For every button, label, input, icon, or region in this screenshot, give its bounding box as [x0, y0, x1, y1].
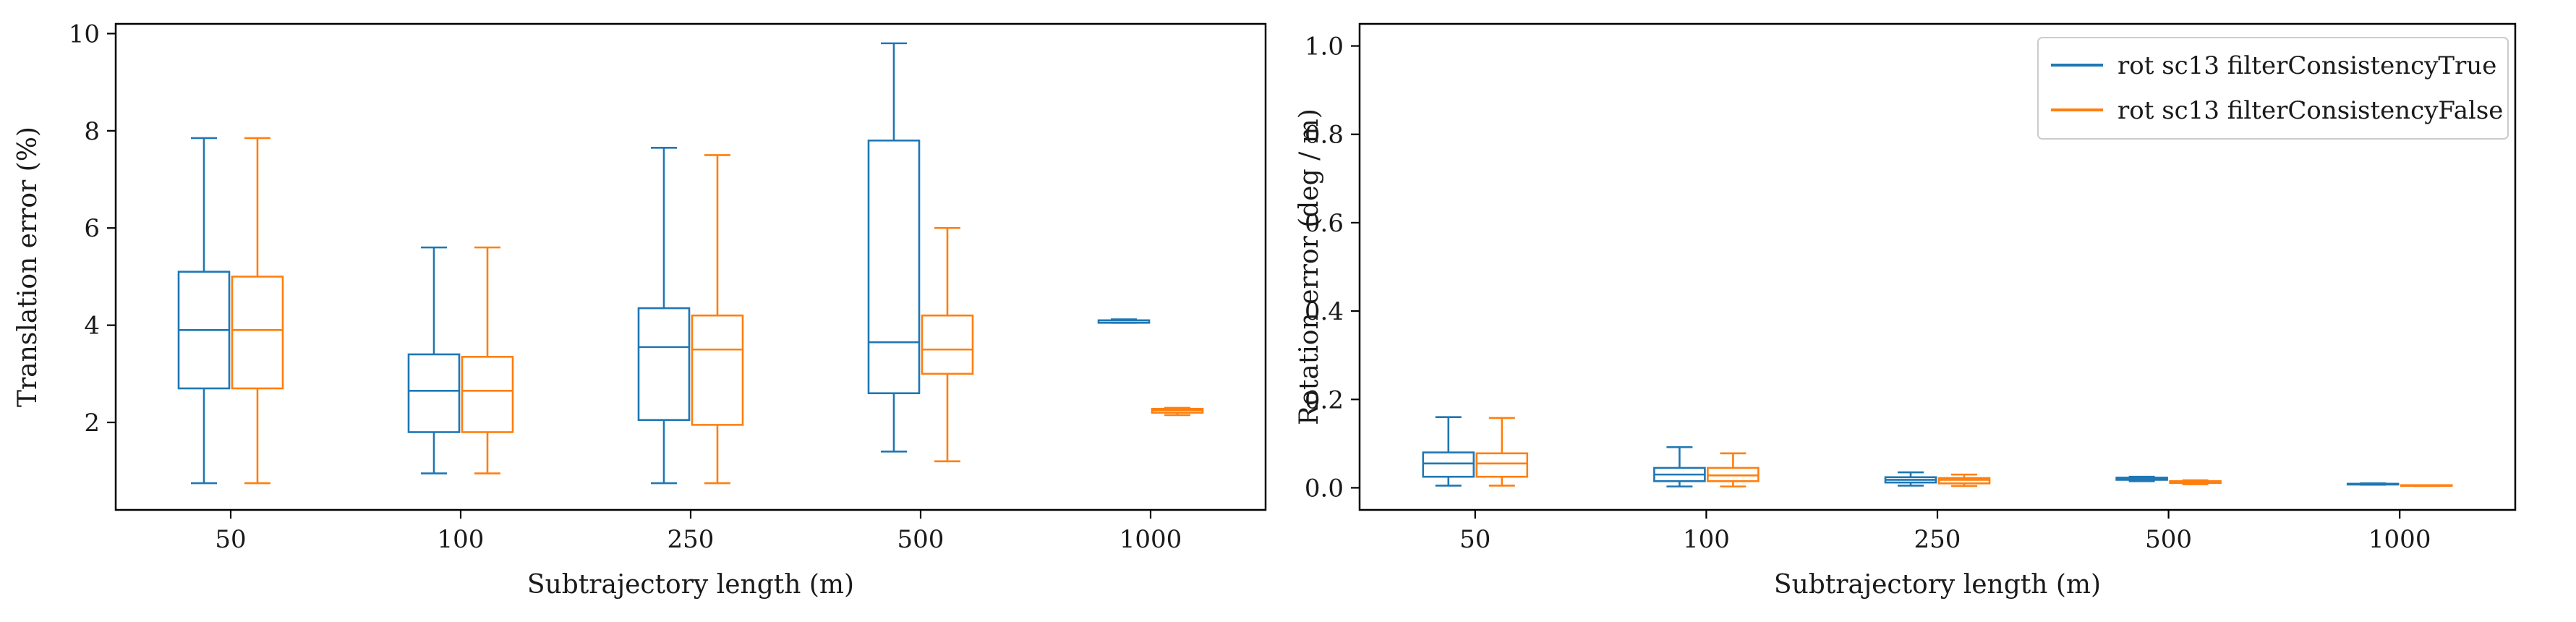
box-iqr — [921, 314, 974, 375]
legend-label: rot sc13 filterConsistencyFalse — [2117, 96, 2503, 125]
y-tick-label: 10 — [69, 20, 100, 48]
box-1f77b4-250 — [637, 147, 691, 485]
box-1f77b4-1000 — [1097, 318, 1151, 324]
box-iqr — [867, 139, 921, 395]
x-tick-label: 250 — [668, 525, 715, 554]
box-ff7f0e-100 — [1707, 452, 1760, 487]
rotation-error-panel: 0.0 0.2 0.4 0.6 0.8 1.0 50 100 250 500 1000 Subtraj… — [1295, 22, 2517, 600]
x-tick-label: 100 — [1683, 525, 1730, 554]
legend: rot sc13 filterConsistencyTrue rot sc13 f… — [2037, 37, 2509, 140]
x-tick-label: 50 — [215, 525, 246, 554]
x-axis-label: Subtrajectory length (m) — [1774, 570, 2101, 600]
y-tick-label: 2 — [84, 409, 100, 438]
x-tick-label: 1000 — [2368, 525, 2431, 554]
y-tick-label: 0.8 — [1305, 121, 1344, 150]
box-1f77b4-1000 — [2346, 482, 2400, 486]
y-tick-label: 0.6 — [1305, 209, 1344, 238]
box-ff7f0e-100 — [461, 246, 514, 474]
y-tick-label: 0.0 — [1305, 474, 1344, 503]
x-tick-label: 500 — [2145, 525, 2192, 554]
y-tick-label: 0.4 — [1305, 297, 1344, 326]
y-tick-label: 4 — [84, 312, 100, 341]
box-ff7f0e-50 — [1475, 417, 1529, 487]
box-iqr — [407, 353, 461, 433]
box-iqr — [637, 307, 691, 421]
box-ff7f0e-500 — [2169, 479, 2222, 485]
x-tick-label: 50 — [1459, 525, 1490, 554]
translation-error-panel: 2 4 6 8 10 50 100 250 500 1000 Subtrajectory lengt… — [13, 20, 1267, 600]
box-ff7f0e-1000 — [1151, 406, 1204, 417]
box-iqr — [691, 314, 744, 426]
box-1f77b4-50 — [177, 137, 231, 485]
y-tick-label: 0.2 — [1305, 385, 1344, 414]
box-iqr — [231, 276, 284, 390]
legend-label: rot sc13 filterConsistencyTrue — [2117, 51, 2496, 80]
box-1f77b4-100 — [407, 246, 461, 474]
box-ff7f0e-250 — [691, 154, 744, 485]
box-ff7f0e-500 — [921, 226, 974, 463]
box-iqr — [461, 356, 514, 433]
y-axis-label: Translation error (%) — [13, 127, 43, 407]
box-iqr — [1422, 451, 1475, 478]
box-1f77b4-50 — [1422, 416, 1475, 487]
box-ff7f0e-1000 — [2400, 484, 2453, 487]
x-tick-label: 250 — [1914, 525, 1961, 554]
y-tick-label: 1.0 — [1305, 33, 1344, 61]
legend-frame — [2037, 37, 2509, 140]
box-1f77b4-250 — [1884, 471, 1937, 487]
box-1f77b4-500 — [867, 42, 921, 453]
y-tick-label: 8 — [84, 117, 100, 146]
y-axis-label: Rotation error (deg / m) — [1295, 108, 1324, 425]
box-1f77b4-500 — [2115, 475, 2168, 482]
box-1f77b4-100 — [1653, 446, 1706, 487]
y-tick-label: 6 — [84, 214, 100, 243]
box-ff7f0e-250 — [1937, 473, 1991, 487]
box-ff7f0e-50 — [231, 137, 284, 485]
box-iqr — [1475, 452, 1529, 478]
x-tick-label: 1000 — [1119, 525, 1182, 554]
x-tick-label: 500 — [897, 525, 944, 554]
x-axis-label: Subtrajectory length (m) — [527, 570, 854, 600]
x-tick-label: 100 — [438, 525, 485, 554]
